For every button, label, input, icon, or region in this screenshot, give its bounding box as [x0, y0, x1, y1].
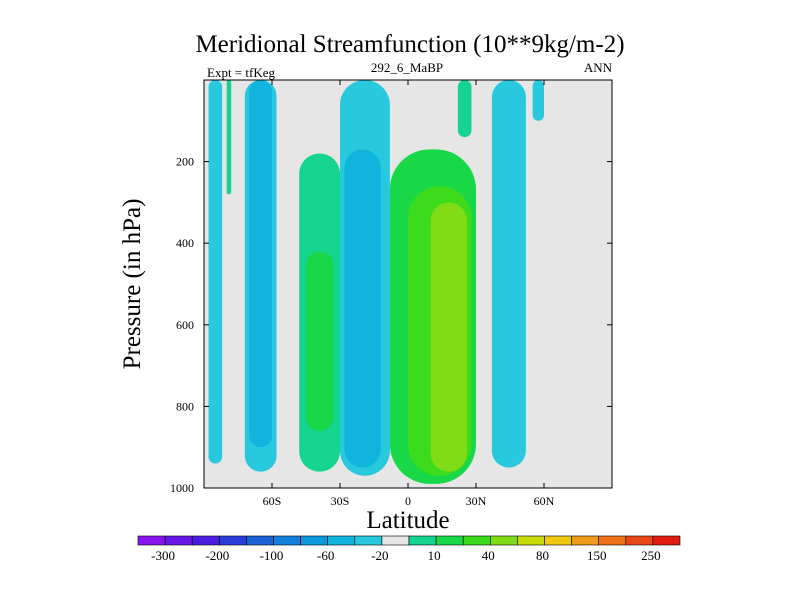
- colorbar-swatch: [191, 535, 220, 546]
- colorbar-swatch: [625, 535, 654, 546]
- y-tick-label: 800: [176, 399, 194, 413]
- contour-region: [306, 251, 334, 431]
- colorbar-swatch: [381, 535, 410, 546]
- colorbar-swatch: [571, 535, 599, 546]
- x-axis-ticks: 60S 30S 0 30N 60N: [263, 80, 555, 508]
- colorbar-swatch: [435, 535, 464, 546]
- x-axis-label: Latitude: [366, 507, 449, 534]
- contour-region: [457, 80, 472, 138]
- colorbar-label: -100: [260, 548, 284, 563]
- y-tick-label: 600: [176, 318, 194, 332]
- colorbar-label: 250: [641, 548, 661, 563]
- colorbar-label: 150: [587, 548, 607, 563]
- contour-region: [208, 80, 223, 464]
- colorbar-label: 10: [428, 548, 441, 563]
- colorbar-swatch: [164, 535, 193, 546]
- x-tick-label: 60S: [263, 494, 282, 508]
- colorbar-swatch: [246, 535, 274, 546]
- colorbar-swatch: [489, 535, 518, 546]
- contour-region: [226, 80, 232, 195]
- period-label: 292_6_MaBP: [371, 60, 443, 75]
- colorbar-swatch: [273, 535, 301, 546]
- colorbar-swatch: [517, 535, 545, 546]
- y-axis-label: Pressure (in hPa): [119, 199, 146, 370]
- colorbar-label: -200: [205, 548, 229, 563]
- colorbar-swatch: [137, 535, 166, 546]
- colorbar: -300 -200 -100 -60 -20 10 40 80 150 250: [137, 535, 681, 563]
- colorbar-label: -20: [371, 548, 388, 563]
- colorbar-swatch: [408, 535, 437, 546]
- x-tick-label: 30S: [331, 494, 350, 508]
- colorbar-swatch: [462, 535, 491, 546]
- contour-region: [430, 202, 467, 472]
- x-tick-label: 60N: [534, 494, 555, 508]
- colorbar-swatch: [354, 535, 383, 546]
- y-tick-label: 400: [176, 236, 194, 250]
- y-tick-label: 200: [176, 155, 194, 169]
- colorbar-label: -60: [317, 548, 334, 563]
- contour-regions: [208, 80, 544, 484]
- colorbar-swatch: [300, 535, 329, 546]
- colorbar-label: 40: [482, 548, 495, 563]
- season-label: ANN: [584, 60, 613, 75]
- plot-area: 60S 30S 0 30N 60N 200 400 600 800 1000: [170, 79, 613, 508]
- colorbar-swatch: [544, 535, 572, 546]
- x-tick-label: 30N: [466, 494, 487, 508]
- contour-region: [344, 149, 381, 468]
- contour-region: [249, 80, 272, 448]
- colorbar-swatch: [327, 535, 356, 546]
- colorbar-swatch: [598, 535, 627, 546]
- x-tick-label: 0: [405, 494, 411, 508]
- colorbar-swatch: [652, 535, 681, 546]
- y-axis-ticks: 200 400 600 800 1000: [170, 155, 612, 495]
- experiment-label: Expt = tfKeg: [207, 65, 275, 80]
- colorbar-swatch: [219, 535, 247, 546]
- contour-region: [532, 80, 544, 121]
- chart-title: Meridional Streamfunction (10**9kg/m-2): [195, 31, 624, 58]
- contour-region: [491, 80, 526, 468]
- y-tick-label: 1000: [170, 481, 194, 495]
- colorbar-label: -300: [151, 548, 175, 563]
- colorbar-label: 80: [536, 548, 549, 563]
